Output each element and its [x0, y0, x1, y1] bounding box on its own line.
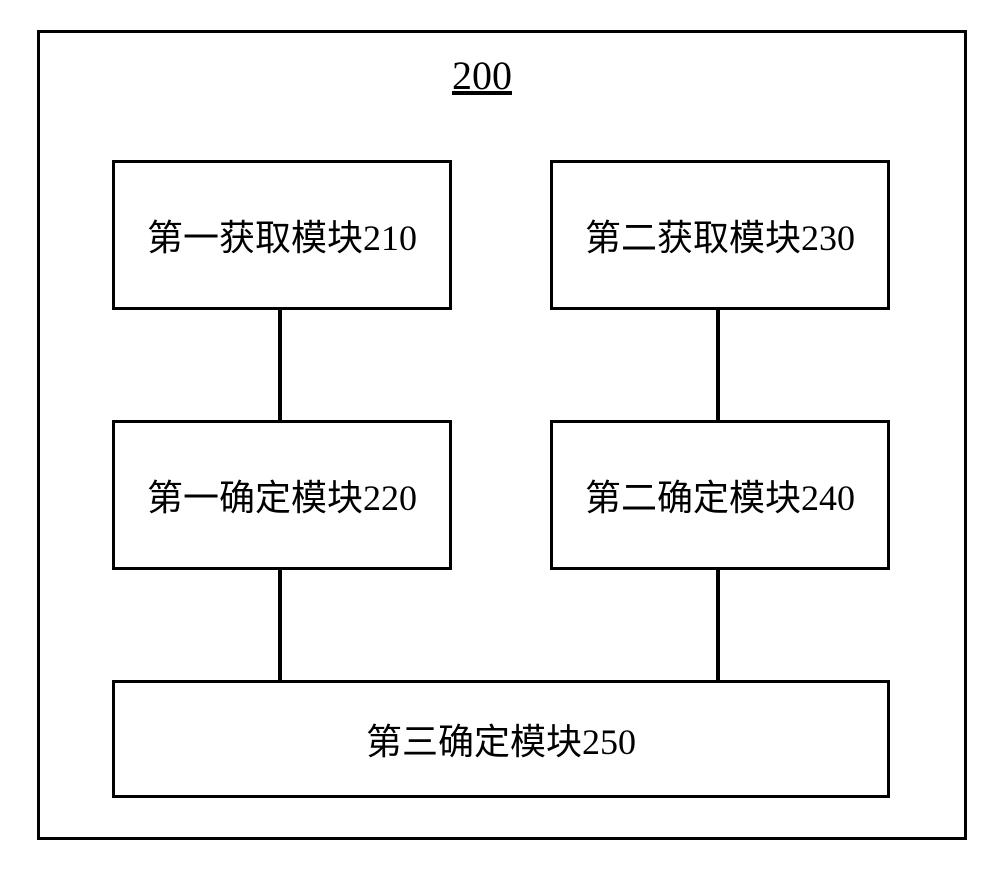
- module-230: 第二获取模块230: [550, 160, 890, 310]
- diagram-title: 200: [452, 52, 512, 99]
- module-220-label: 第一确定模块220: [147, 469, 417, 521]
- module-250: 第三确定模块250: [112, 680, 890, 798]
- connector-220-250: [278, 570, 282, 680]
- module-230-label: 第二获取模块230: [585, 209, 855, 261]
- module-240: 第二确定模块240: [550, 420, 890, 570]
- module-210-label: 第一获取模块210: [147, 209, 417, 261]
- module-210: 第一获取模块210: [112, 160, 452, 310]
- connector-230-240: [716, 310, 720, 420]
- module-240-label: 第二确定模块240: [585, 469, 855, 521]
- module-250-label: 第三确定模块250: [366, 713, 636, 765]
- connector-210-220: [278, 310, 282, 420]
- module-220: 第一确定模块220: [112, 420, 452, 570]
- connector-240-250: [716, 570, 720, 680]
